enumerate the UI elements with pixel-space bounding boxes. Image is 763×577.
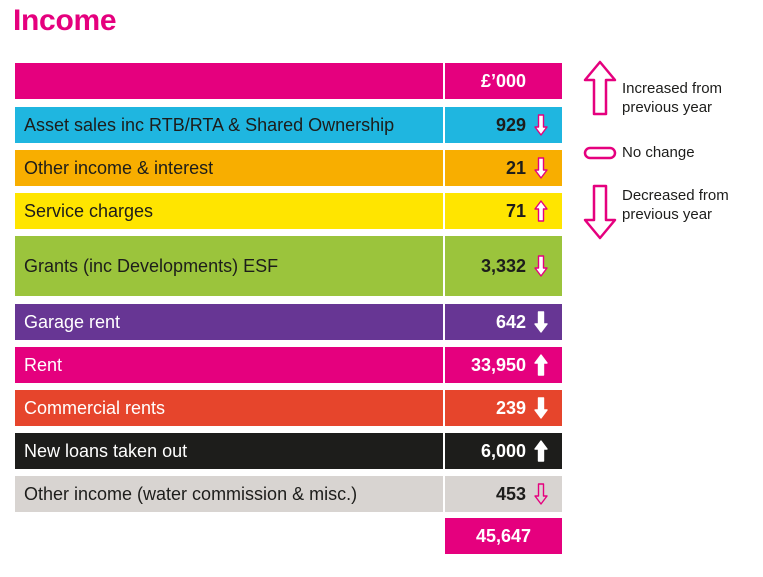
header-unit-label: £’000 [480,70,527,91]
table-row: Other income & interest 21 [15,150,562,186]
row-value-cell: 453 [445,476,562,512]
row-value-cell: 33,950 [445,347,562,383]
legend: Increased from previous year No change D… [583,60,758,250]
row-label: Commercial rents [15,390,443,426]
row-label: Rent [15,347,443,383]
table-row: Service charges 71 [15,193,562,229]
arrow-down-icon [534,311,548,333]
header-blank-cell [15,63,443,99]
row-value-cell: 6,000 [445,433,562,469]
row-label: Other income (water commission & misc.) [15,476,443,512]
total-value: 45,647 [475,525,532,546]
arrow-down-icon [534,114,548,136]
table-row: Other income (water commission & misc.) 4… [15,476,562,512]
row-value-cell: 71 [445,193,562,229]
dash-outline-icon [583,146,617,159]
legend-item-increased: Increased from previous year [583,60,722,117]
row-value-cell: 929 [445,107,562,143]
row-value: 239 [495,397,526,418]
page-title: Income [13,4,117,37]
row-value: 642 [495,311,526,332]
arrow-up-icon [534,200,548,222]
row-label: Grants (inc Developments) ESF [15,236,443,296]
arrow-up-icon [534,440,548,462]
row-value-cell: 3,332 [445,236,562,296]
arrow-down-icon [534,397,548,419]
row-label: Garage rent [15,304,443,340]
row-value-cell: 21 [445,150,562,186]
legend-item-no-change: No change [583,143,695,162]
legend-increased-line1: Increased from [622,80,723,97]
row-value: 929 [495,114,526,135]
arrow-up-outline-icon [583,60,617,116]
row-label: Asset sales inc RTB/RTA & Shared Ownersh… [15,107,443,143]
row-value-cell: 642 [445,304,562,340]
row-label: Service charges [15,193,443,229]
table-row: Commercial rents 239 [15,390,562,426]
row-value: 6,000 [480,440,526,461]
row-value-cell: 239 [445,390,562,426]
total-cell: 45,647 [445,518,562,554]
row-value: 3,332 [480,255,526,276]
table-row: Asset sales inc RTB/RTA & Shared Ownersh… [15,107,562,143]
arrow-down-outline-icon [583,184,617,240]
arrow-down-icon [534,255,548,277]
table-row: Rent 33,950 [15,347,562,383]
table-row: New loans taken out 6,000 [15,433,562,469]
table-row: Garage rent 642 [15,304,562,340]
legend-item-decreased: Decreased from previous year [583,184,729,240]
legend-decreased-line2: previous year [622,206,713,223]
row-value: 21 [505,157,526,178]
arrow-down-icon [534,483,548,505]
header-unit-cell: £’000 [445,63,562,99]
arrow-down-icon [534,157,548,179]
row-value: 33,950 [470,354,526,375]
legend-increased-line2: previous year [622,99,713,116]
table-header: £’000 [15,63,562,99]
arrow-up-icon [534,354,548,376]
legend-decreased-line1: Decreased from [622,187,729,204]
row-label: New loans taken out [15,433,443,469]
row-label: Other income & interest [15,150,443,186]
row-value: 453 [495,483,526,504]
table-row: Grants (inc Developments) ESF 3,332 [15,236,562,296]
legend-no-change-label: No change [622,144,695,161]
row-value: 71 [505,200,526,221]
